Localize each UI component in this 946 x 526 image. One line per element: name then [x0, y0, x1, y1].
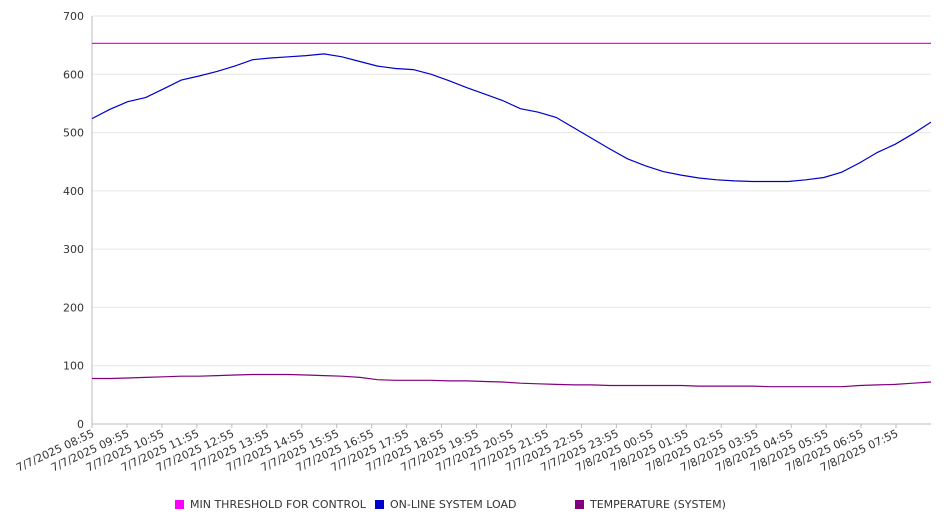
y-tick-label: 100: [63, 360, 84, 373]
legend-swatch-system-load: [375, 500, 384, 509]
legend-swatch-min-threshold: [175, 500, 184, 509]
y-tick-label: 300: [63, 243, 84, 256]
series-line-temperature: [92, 373, 932, 388]
legend-label-system-load: ON-LINE SYSTEM LOAD: [390, 498, 517, 511]
legend-swatch-temperature: [575, 500, 584, 509]
y-tick-label: 600: [63, 68, 84, 81]
legend-label-temperature: TEMPERATURE (SYSTEM): [590, 498, 726, 511]
legend-item-min-threshold[interactable]: MIN THRESHOLD FOR CONTROL: [175, 498, 366, 511]
y-tick-label: 0: [77, 418, 84, 431]
y-tick-label: 400: [63, 185, 84, 198]
series-line-system-load: [91, 53, 932, 183]
chart-legend: MIN THRESHOLD FOR CONTROL ON-LINE SYSTEM…: [0, 498, 946, 516]
legend-item-system-load[interactable]: ON-LINE SYSTEM LOAD: [375, 498, 516, 511]
y-tick-label: 200: [63, 301, 84, 314]
y-tick-label: 700: [63, 10, 84, 23]
legend-label-min-threshold: MIN THRESHOLD FOR CONTROL: [190, 498, 366, 511]
legend-item-temperature[interactable]: TEMPERATURE (SYSTEM): [575, 498, 726, 511]
y-tick-label: 500: [63, 127, 84, 140]
